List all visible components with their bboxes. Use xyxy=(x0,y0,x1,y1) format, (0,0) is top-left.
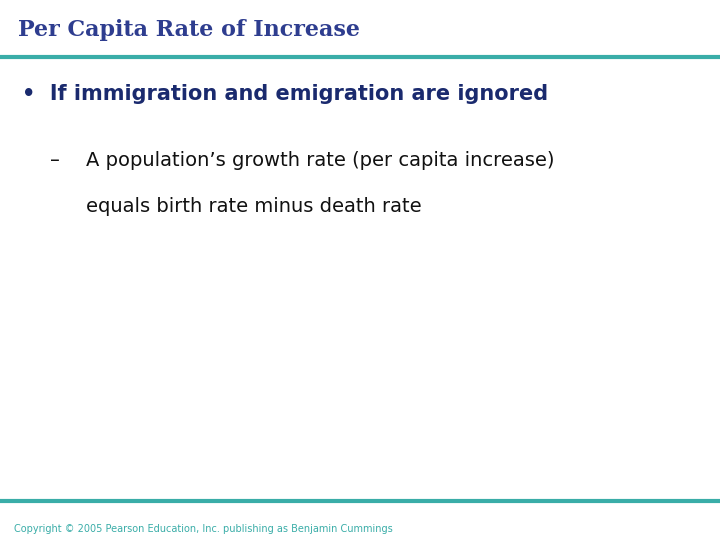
Text: equals birth rate minus death rate: equals birth rate minus death rate xyxy=(86,197,422,216)
Text: Copyright © 2005 Pearson Education, Inc. publishing as Benjamin Cummings: Copyright © 2005 Pearson Education, Inc.… xyxy=(14,523,393,534)
Text: •  If immigration and emigration are ignored: • If immigration and emigration are igno… xyxy=(22,84,548,104)
Text: Per Capita Rate of Increase: Per Capita Rate of Increase xyxy=(18,19,360,41)
Text: A population’s growth rate (per capita increase): A population’s growth rate (per capita i… xyxy=(86,151,555,170)
Text: –: – xyxy=(50,151,60,170)
